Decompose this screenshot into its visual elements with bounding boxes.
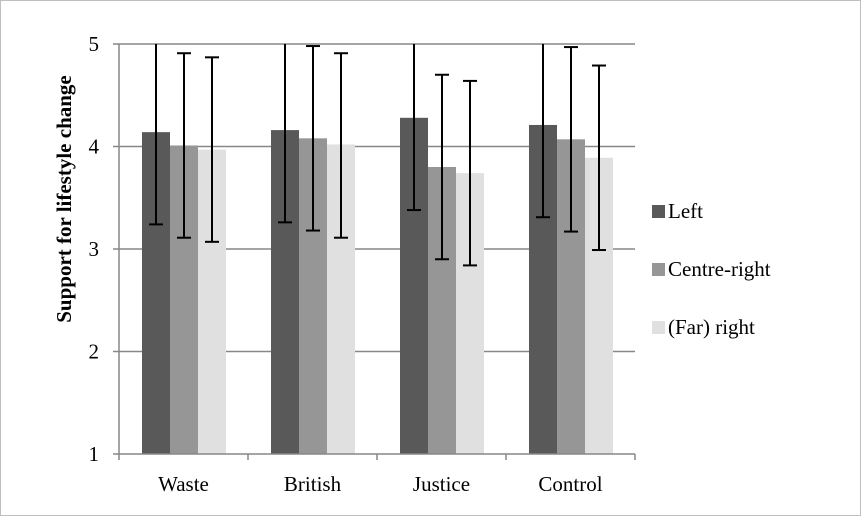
y-tick-label-4: 5 bbox=[89, 32, 100, 56]
legend-swatch-2 bbox=[652, 321, 665, 334]
y-tick-label-2: 3 bbox=[89, 237, 100, 261]
y-tick-label-1: 2 bbox=[89, 340, 100, 364]
legend-swatch-1 bbox=[652, 263, 665, 276]
y-tick-labels: 1 2 3 4 5 bbox=[89, 32, 100, 466]
legend-label-2: (Far) right bbox=[668, 315, 755, 339]
error-bars bbox=[149, 44, 606, 267]
legend: Left Centre-right (Far) right bbox=[652, 199, 771, 339]
y-axis-label: Support for lifestyle change bbox=[52, 75, 76, 323]
legend-swatch-0 bbox=[652, 205, 665, 218]
x-tick-label-3: Control bbox=[538, 472, 602, 496]
legend-label-1: Centre-right bbox=[668, 257, 771, 281]
y-tick-label-3: 4 bbox=[89, 135, 100, 159]
axes bbox=[113, 43, 636, 460]
x-tick-label-2: Justice bbox=[413, 472, 470, 496]
legend-label-0: Left bbox=[668, 199, 703, 223]
y-tick-label-0: 1 bbox=[89, 442, 100, 466]
x-tick-label-1: British bbox=[284, 472, 342, 496]
x-tick-labels: Waste British Justice Control bbox=[158, 472, 603, 496]
x-tick-label-0: Waste bbox=[158, 472, 209, 496]
